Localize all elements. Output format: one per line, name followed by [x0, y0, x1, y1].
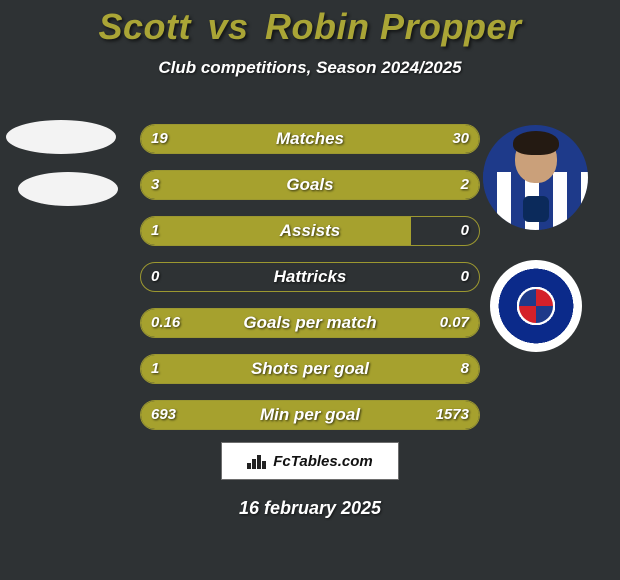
- comparison-title: Scott vs Robin Propper: [0, 0, 620, 48]
- player1-avatar-placeholder: [6, 120, 116, 154]
- subtitle: Club competitions, Season 2024/2025: [0, 58, 620, 78]
- club-badge-core: [519, 289, 553, 323]
- stat-value-right: 0: [461, 217, 469, 245]
- stat-fill-left: [141, 217, 411, 245]
- stat-fill-left: [141, 171, 344, 199]
- stat-row: 0 0Hattricks: [140, 262, 480, 292]
- player2-avatar: [483, 125, 588, 230]
- stat-fill-left: [141, 309, 374, 337]
- player2-club-badge: [490, 260, 582, 352]
- brand-box: FcTables.com: [221, 442, 399, 480]
- stat-label: Hattricks: [141, 263, 479, 291]
- stat-row: 0.160.07Goals per match: [140, 308, 480, 338]
- stat-row: 6931573Min per goal: [140, 400, 480, 430]
- stat-fill-right: [178, 355, 479, 383]
- player2-hair: [513, 131, 559, 155]
- stat-fill-left: [141, 125, 273, 153]
- stat-fill-right: [246, 401, 479, 429]
- title-player1: Scott: [98, 6, 191, 47]
- stat-row: 18Shots per goal: [140, 354, 480, 384]
- footer-date: 16 february 2025: [0, 498, 620, 519]
- title-vs: vs: [207, 6, 248, 47]
- brand-chart-icon: [247, 453, 267, 469]
- stat-value-left: 0: [151, 263, 159, 291]
- brand-text: FcTables.com: [273, 453, 372, 470]
- player1-club-placeholder: [18, 172, 118, 206]
- player2-shirt-badge: [523, 196, 549, 222]
- stat-bars: 1930Matches32Goals10Assists00Hattricks0.…: [140, 124, 480, 446]
- stat-fill-left: [141, 401, 246, 429]
- stat-fill-left: [141, 355, 178, 383]
- stat-row: 10Assists: [140, 216, 480, 246]
- title-player2: Robin Propper: [265, 6, 522, 47]
- stat-row: 1930Matches: [140, 124, 480, 154]
- stat-value-right: 0: [461, 263, 469, 291]
- stat-fill-right: [374, 309, 479, 337]
- stat-fill-right: [344, 171, 479, 199]
- stat-row: 32Goals: [140, 170, 480, 200]
- stat-fill-right: [273, 125, 479, 153]
